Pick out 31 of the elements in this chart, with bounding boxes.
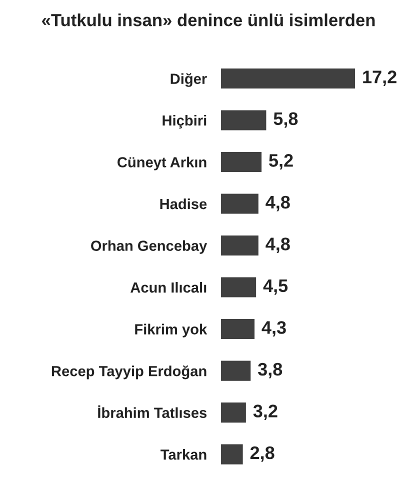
y-tick-label: Acun Ilıcalı [130, 282, 206, 293]
data-label: 4,5 [263, 280, 288, 295]
bar [221, 277, 256, 298]
y-tick-label: Fikrim yok [135, 324, 208, 338]
data-label: 3,2 [253, 404, 278, 420]
data-label: 2,8 [250, 446, 274, 462]
data-label: 4,3 [262, 321, 286, 337]
y-tick-label: Tarkan [160, 449, 206, 460]
y-tick-label: Orhan Gencebay [91, 240, 208, 254]
y-tick-label: Hiçbiri [162, 114, 206, 129]
data-label: 5,2 [269, 154, 293, 170]
bar [221, 68, 356, 88]
bar [221, 360, 251, 381]
bar [221, 236, 258, 256]
bar [221, 194, 258, 214]
bar [221, 110, 266, 130]
bar [221, 444, 243, 464]
y-tick-label: Diğer [170, 73, 207, 87]
data-label: 5,8 [274, 112, 298, 128]
data-label: 3,8 [258, 362, 282, 378]
y-tick-label: Cüneyt Arkın [118, 156, 206, 170]
y-tick-label: İbrahim Tatlıses [98, 405, 207, 418]
bar [221, 319, 255, 340]
chart-title: «Tutkulu insan» denince ünlü isimlerden [42, 14, 375, 26]
data-label: 17,2 [363, 70, 396, 86]
bar [221, 152, 262, 172]
bar [221, 402, 246, 423]
y-tick-label: Hadise [160, 198, 207, 210]
data-label: 4,8 [266, 238, 290, 253]
data-label: 4,8 [266, 196, 290, 212]
y-tick-label: Recep Tayyip Erdoğan [52, 365, 206, 380]
